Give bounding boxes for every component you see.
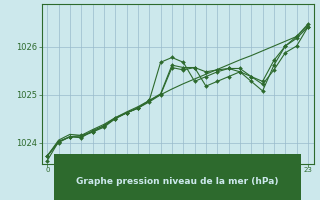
X-axis label: Graphe pression niveau de la mer (hPa): Graphe pression niveau de la mer (hPa) [76,177,279,186]
